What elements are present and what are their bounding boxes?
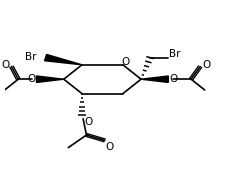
Polygon shape: [140, 76, 168, 82]
Text: Br: Br: [25, 52, 36, 62]
Text: O: O: [169, 74, 177, 84]
Text: O: O: [202, 60, 210, 70]
Polygon shape: [36, 76, 64, 82]
Text: O: O: [1, 60, 9, 70]
Text: Br: Br: [169, 49, 180, 59]
Text: O: O: [121, 57, 129, 67]
Polygon shape: [44, 55, 82, 65]
Text: O: O: [105, 142, 114, 152]
Text: O: O: [84, 117, 92, 127]
Text: O: O: [27, 74, 35, 84]
